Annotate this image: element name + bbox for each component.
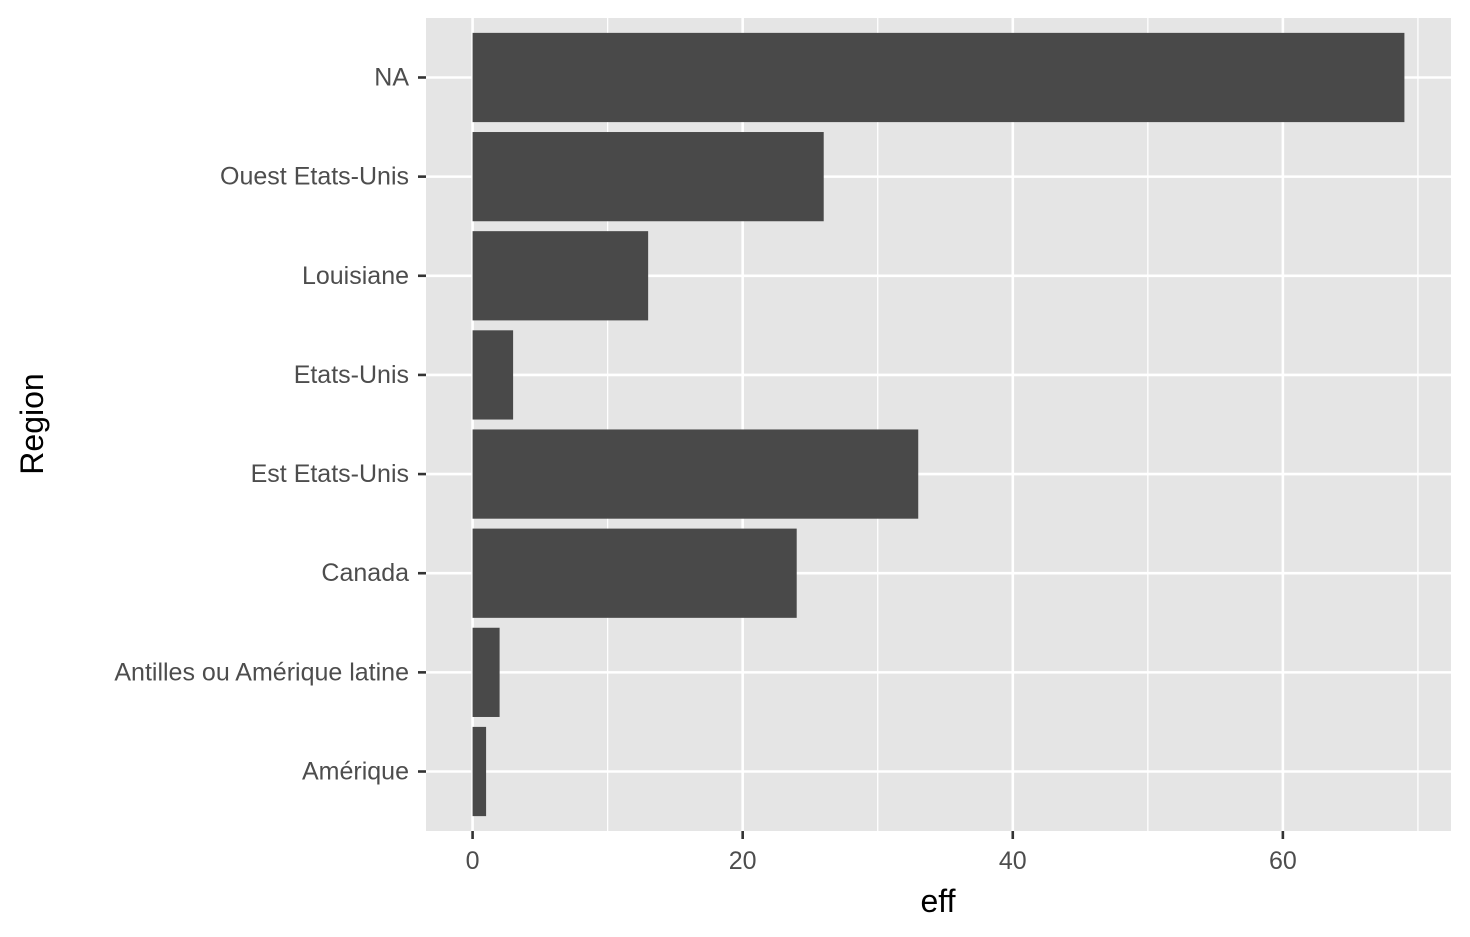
- y-tick-label: Est Etats-Unis: [251, 460, 409, 488]
- bar: [472, 330, 514, 420]
- y-tick-label: Canada: [321, 559, 409, 587]
- bar: [472, 726, 487, 817]
- y-axis-title: Region: [14, 373, 50, 474]
- x-tick-label: 20: [729, 847, 757, 875]
- y-tick-label: Antilles ou Amérique latine: [114, 658, 409, 686]
- y-tick-label: NA: [374, 63, 409, 91]
- y-tick-label: Ouest Etats-Unis: [220, 163, 409, 191]
- bars: [472, 32, 1405, 817]
- x-tick-label: 60: [1269, 847, 1297, 875]
- y-tick-label: Amérique: [302, 758, 409, 786]
- bar: [472, 132, 824, 222]
- y-tick-label: Etats-Unis: [294, 361, 409, 389]
- bar: [472, 528, 797, 618]
- bar: [472, 231, 649, 321]
- bar: [472, 429, 919, 519]
- y-tick-label: Louisiane: [302, 262, 409, 290]
- y-axis: Amérique Antilles ou Amérique latine Canad…: [114, 63, 426, 786]
- bar: [472, 32, 1405, 123]
- x-tick-label: 0: [466, 847, 480, 875]
- x-tick-label: 40: [999, 847, 1027, 875]
- x-axis: 0 20 40 60: [466, 831, 1297, 875]
- bar: [472, 627, 500, 717]
- x-axis-title: eff: [921, 883, 956, 919]
